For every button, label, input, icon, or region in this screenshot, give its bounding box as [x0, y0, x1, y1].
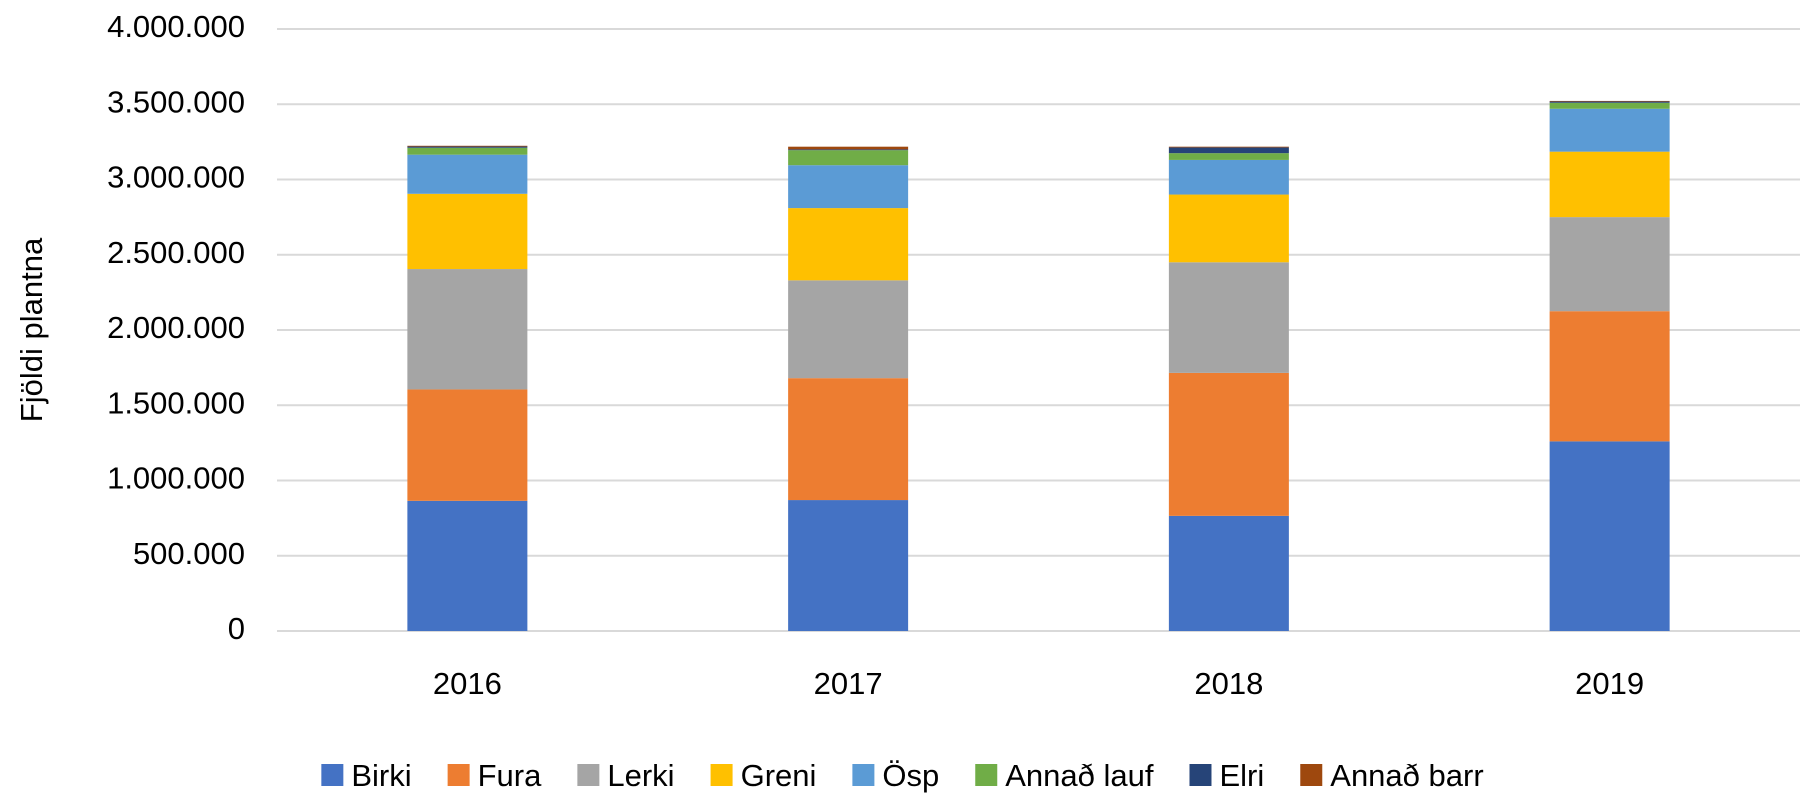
bar-segment	[1549, 102, 1670, 109]
bar-segment	[407, 500, 528, 631]
bar-segment	[788, 146, 909, 150]
legend-label: Elri	[1219, 758, 1264, 793]
legend-label: Greni	[741, 758, 817, 793]
bar-segment	[407, 154, 528, 194]
legend-label: Annað lauf	[1005, 758, 1154, 793]
bar-segment	[407, 146, 528, 148]
legend-swatch	[447, 764, 470, 786]
legend-swatch	[852, 764, 875, 786]
bar-segment	[407, 269, 528, 390]
y-tick-label: 3.000.000	[107, 160, 245, 195]
legend-label: Ösp	[882, 758, 939, 793]
legend-label: Lerki	[607, 758, 674, 793]
bar-segment	[788, 280, 909, 379]
legend-swatch	[975, 764, 998, 786]
bar-segment	[407, 147, 528, 155]
y-tick-label: 1.000.000	[107, 461, 245, 496]
legend-swatch	[577, 764, 600, 786]
y-tick-label: 500.000	[133, 536, 245, 571]
y-tick-label: 1.500.000	[107, 385, 245, 420]
bar-segment	[788, 500, 909, 631]
bar-segment	[1549, 100, 1670, 102]
legend-swatch	[321, 764, 344, 786]
legend-swatch	[710, 764, 733, 786]
bar-segment	[407, 145, 528, 147]
bar-segment	[788, 150, 909, 166]
bar-segment	[1168, 159, 1289, 195]
bar-segment	[1168, 146, 1289, 148]
x-tick-label: 2018	[1194, 666, 1263, 701]
bar-segment	[1168, 262, 1289, 373]
legend-label: Birki	[351, 758, 411, 793]
legend-label: Annað barr	[1330, 758, 1483, 793]
bar-segment	[1549, 217, 1670, 312]
bar-segment	[788, 149, 909, 151]
legend-swatch	[1300, 764, 1323, 786]
legend-swatch	[1189, 764, 1212, 786]
y-tick-label: 2.500.000	[107, 235, 245, 270]
bar-segment	[1549, 311, 1670, 442]
bar-segment	[788, 208, 909, 281]
bar-segment	[788, 378, 909, 501]
bar-segment	[1168, 515, 1289, 631]
bar-segment	[1168, 194, 1289, 263]
bar-segment	[1168, 153, 1289, 160]
bar-segment	[1549, 441, 1670, 631]
y-tick-label: 0	[228, 611, 245, 646]
x-tick-label: 2017	[814, 666, 883, 701]
x-tick-label: 2016	[433, 666, 502, 701]
bar-segment	[1168, 372, 1289, 516]
bar-segment	[788, 165, 909, 209]
y-tick-label: 2.000.000	[107, 310, 245, 345]
bar-segment	[1549, 101, 1670, 103]
bar-segment	[1549, 108, 1670, 152]
bar-segment	[1168, 147, 1289, 154]
bar-segment	[1549, 151, 1670, 218]
bar-segment	[407, 193, 528, 270]
y-axis-label: Fjöldi plantna	[14, 237, 49, 422]
y-tick-label: 4.000.000	[107, 9, 245, 44]
y-tick-label: 3.500.000	[107, 84, 245, 119]
legend-label: Fura	[478, 758, 543, 793]
bar-segment	[407, 389, 528, 501]
x-tick-label: 2019	[1575, 666, 1644, 701]
